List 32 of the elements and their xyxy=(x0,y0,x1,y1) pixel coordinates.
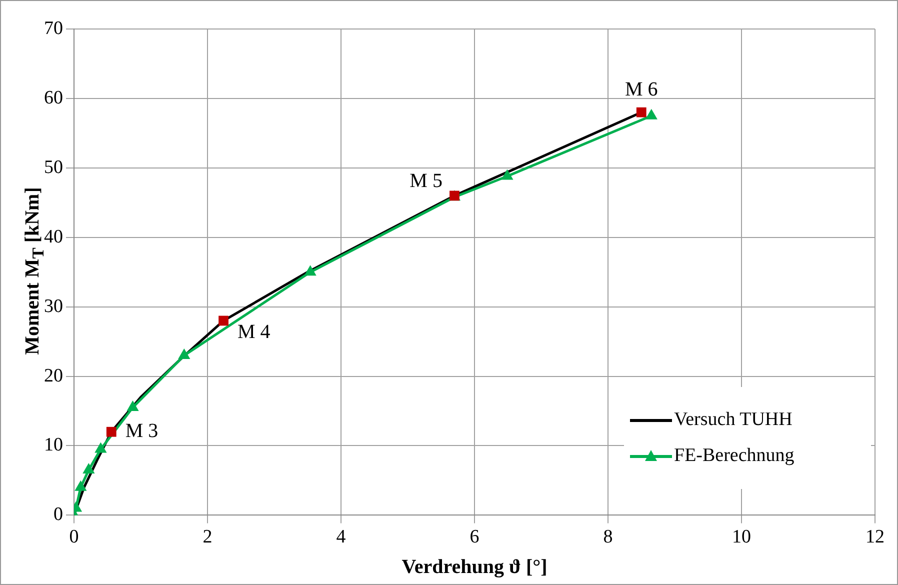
y-tick-label: 20 xyxy=(44,365,63,386)
y-tick-label: 0 xyxy=(54,504,63,526)
x-tick-label: 10 xyxy=(732,526,751,548)
y-tick-label: 30 xyxy=(44,296,63,317)
x-tick-label: 6 xyxy=(470,526,480,548)
point xyxy=(304,265,316,276)
y-tick-label: 50 xyxy=(44,156,63,178)
y-tick-label: 60 xyxy=(44,87,63,108)
point xyxy=(178,348,190,359)
point xyxy=(74,480,87,491)
y-tick-label: 10 xyxy=(44,434,63,456)
x-tick-label: 2 xyxy=(202,526,212,548)
point xyxy=(218,316,228,326)
point xyxy=(126,400,139,412)
point xyxy=(501,169,514,180)
annotation: M 4 xyxy=(238,320,270,343)
legend-label: FE-Berechnung xyxy=(674,445,794,467)
x-tick-label: 12 xyxy=(866,526,884,548)
x-tick-label: 4 xyxy=(336,526,346,548)
annotation: M 6 xyxy=(624,78,658,101)
annotation: M 5 xyxy=(410,170,442,192)
point xyxy=(106,426,116,437)
x-axis-title: Verdrehung ϑ [°] xyxy=(402,556,548,578)
y-tick-label: 70 xyxy=(44,18,63,39)
legend-label: Versuch TUHH xyxy=(674,409,792,431)
point xyxy=(82,463,95,474)
point xyxy=(636,107,646,118)
x-tick-label: 8 xyxy=(603,526,613,548)
point xyxy=(645,108,658,120)
x-tick-label: 0 xyxy=(69,526,79,548)
annotation: M 3 xyxy=(125,420,158,442)
point xyxy=(94,442,107,453)
